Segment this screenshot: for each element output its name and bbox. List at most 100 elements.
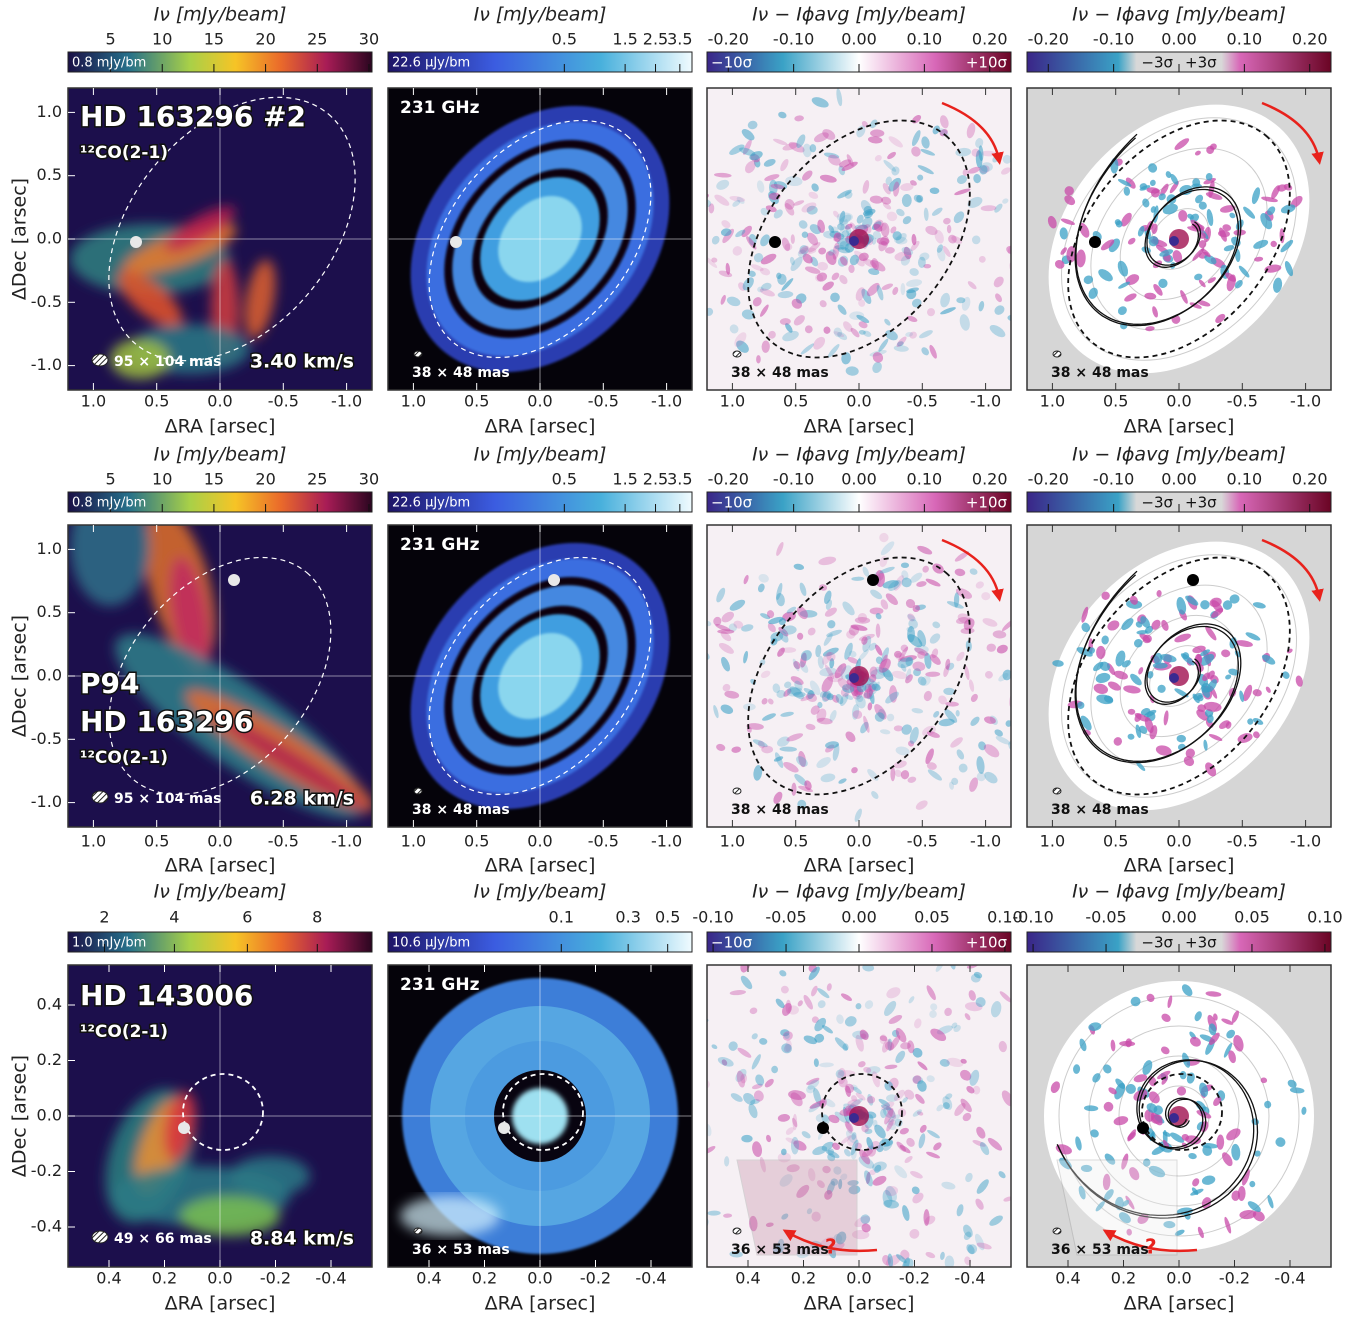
image xyxy=(388,965,692,1267)
colorbar-sigma-high: +3σ xyxy=(1185,54,1217,72)
beam-label: 38 × 48 mas xyxy=(731,802,829,818)
velocity-label: 8.84 km/s xyxy=(250,1228,354,1250)
planet xyxy=(228,574,240,586)
center-residual xyxy=(849,1113,859,1123)
beam-label: 38 × 48 mas xyxy=(1051,802,1149,818)
x-axis-label: ΔRA [arsec] xyxy=(804,1293,915,1315)
source-label: HD 143006 xyxy=(80,979,253,1012)
x-tick-label: -1.0 xyxy=(651,392,682,411)
colorbar-sigma-low: −10σ xyxy=(711,934,753,952)
x-tick-label: 0.5 xyxy=(1103,392,1128,411)
colorbar-label: Iν [mJy/beam] xyxy=(474,881,607,903)
x-tick-label: -0.5 xyxy=(268,832,299,851)
beam-label: 36 × 53 mas xyxy=(412,1242,510,1258)
colorbar-tick-label: 0.20 xyxy=(972,30,1008,49)
colorbar-tick-label: -0.10 xyxy=(1012,908,1053,927)
colorbar-sigma-high: +10σ xyxy=(966,54,1008,72)
beam xyxy=(733,788,741,794)
colorbar-tick-label: 4 xyxy=(169,908,179,927)
colorbar-note: 10.6 μJy/bm xyxy=(392,936,470,951)
planet xyxy=(498,1122,510,1134)
colorbar-tick-label: 2.5 xyxy=(643,30,668,49)
beam-label: 49 × 66 mas xyxy=(114,1231,212,1247)
y-tick-label: 0.5 xyxy=(37,602,62,621)
colorbar-tick-label: 0.10 xyxy=(1227,470,1263,489)
colorbar-tick-label: 0.10 xyxy=(1307,908,1343,927)
x-tick-label: 1.0 xyxy=(1040,392,1065,411)
x-tick-label: 0.2 xyxy=(791,1269,816,1288)
colorbar-sigma-high: +3σ xyxy=(1185,934,1217,952)
x-tick-label: 0.0 xyxy=(527,832,552,851)
center-residual xyxy=(1169,236,1179,246)
x-tick-label: 0.0 xyxy=(207,392,232,411)
colorbar-tick-label: 25 xyxy=(307,30,327,49)
residual-blob xyxy=(1020,681,1027,689)
image xyxy=(667,515,1051,838)
colorbar-label: Iν [mJy/beam] xyxy=(154,4,287,26)
beam xyxy=(414,1228,422,1234)
x-axis-label: ΔRA [arsec] xyxy=(1124,416,1235,438)
x-tick-label: -0.5 xyxy=(588,832,619,851)
line-label: ¹²CO(2-1) xyxy=(80,1022,168,1042)
planet xyxy=(769,236,781,248)
planet xyxy=(450,236,462,248)
x-tick-label: -1.0 xyxy=(1290,392,1321,411)
beam xyxy=(92,1231,108,1243)
residual-blob xyxy=(694,715,700,727)
beam xyxy=(414,351,422,357)
x-axis-label: ΔRA [arsec] xyxy=(485,1293,596,1315)
colorbar-tick-label: -0.10 xyxy=(1093,470,1134,489)
x-tick-label: 0.5 xyxy=(783,832,808,851)
colorbar-label: Iν − Iϕavg [mJy/beam] xyxy=(752,444,966,466)
x-axis-label: ΔRA [arsec] xyxy=(804,855,915,877)
frequency-label: 231 GHz xyxy=(400,98,480,118)
y-axis-label: ΔDec [arsec] xyxy=(9,1055,31,1177)
beam xyxy=(92,354,108,366)
colorbar-label: Iν − Iϕavg [mJy/beam] xyxy=(752,881,966,903)
colorbar-tick-label: -0.10 xyxy=(692,908,733,927)
x-tick-label: 0.2 xyxy=(472,1269,497,1288)
residual-blob xyxy=(690,299,708,311)
residual-blob xyxy=(874,1277,891,1288)
x-axis-label: ΔRA [arsec] xyxy=(165,855,276,877)
x-tick-label: -1.0 xyxy=(331,832,362,851)
line-label: ¹²CO(2-1) xyxy=(80,143,168,163)
excluded-region xyxy=(1057,1160,1177,1255)
colorbar-tick-label: 3.5 xyxy=(667,470,692,489)
colorbar-tick-label: 0.05 xyxy=(914,908,950,927)
x-tick-label: 0.0 xyxy=(207,1269,232,1288)
y-tick-label: -0.4 xyxy=(31,1217,62,1236)
colorbar-tick-label: 25 xyxy=(307,470,327,489)
colorbar-tick-label: 6 xyxy=(242,908,252,927)
colorbar-tick-label: 0.20 xyxy=(1292,30,1328,49)
x-tick-label: -0.2 xyxy=(580,1269,611,1288)
colorbar-tick-label: 30 xyxy=(359,30,379,49)
x-tick-label: 0.5 xyxy=(144,832,169,851)
colorbar-tick-label: 5 xyxy=(105,30,115,49)
y-tick-label: -1.0 xyxy=(31,792,62,811)
y-tick-label: 0.2 xyxy=(37,1050,62,1069)
colorbar-tick-label: 0.5 xyxy=(552,470,577,489)
colorbar-tick-label: 15 xyxy=(204,30,224,49)
x-tick-label: 0.0 xyxy=(527,392,552,411)
residual-blob xyxy=(1018,712,1023,721)
x-tick-label: 1.0 xyxy=(720,392,745,411)
residual-blob xyxy=(1014,746,1021,754)
panel: Iν − Iϕavg [mJy/beam]-0.10-0.050.000.050… xyxy=(667,881,1042,1315)
colorbar-tick-label: 0.05 xyxy=(1234,908,1270,927)
planet xyxy=(817,1122,829,1134)
panel: Iν − Iϕavg [mJy/beam]-0.10-0.050.000.050… xyxy=(1012,881,1342,1315)
colorbar-tick-label: 1.5 xyxy=(612,470,637,489)
x-tick-label: 0.0 xyxy=(1166,832,1191,851)
colorbar-label: Iν − Iϕavg [mJy/beam] xyxy=(1072,4,1286,26)
panel: Iν − Iϕavg [mJy/beam]-0.20-0.100.000.100… xyxy=(667,444,1051,877)
colorbar-label: Iν − Iϕavg [mJy/beam] xyxy=(752,4,966,26)
x-tick-label: 0.5 xyxy=(464,392,489,411)
colorbar-tick-label: -0.05 xyxy=(1085,908,1126,927)
colorbar-note: 0.8 mJy/bm xyxy=(72,56,146,71)
residual-blob xyxy=(769,1278,776,1290)
beam xyxy=(1053,1228,1061,1234)
colorbar-sigma-low: −3σ xyxy=(1141,494,1173,512)
residual-blob xyxy=(916,954,925,966)
colorbar-sigma-low: −10σ xyxy=(711,494,753,512)
